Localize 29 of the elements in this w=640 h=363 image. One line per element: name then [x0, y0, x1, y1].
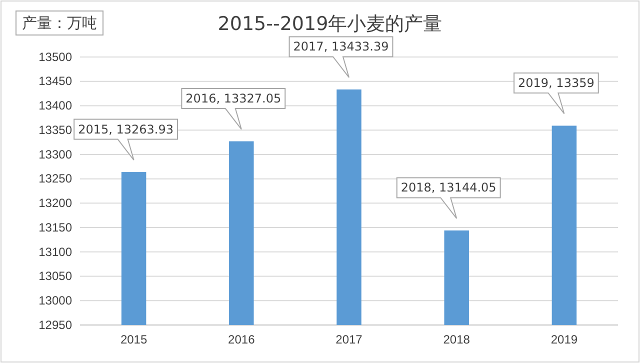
x-tick-label: 2019 [550, 332, 578, 347]
y-tick-label: 13250 [38, 172, 72, 186]
y-tick-label: 13100 [38, 244, 72, 259]
data-label: 2017, 13433.39 [293, 40, 389, 54]
y-tick-label: 13300 [38, 147, 72, 162]
y-tick-label: 13450 [38, 74, 72, 88]
y-tick-label: 12950 [38, 318, 72, 332]
callout-box: 2018, 13144.05 [396, 177, 501, 219]
x-tick-label: 2018 [443, 332, 470, 347]
data-label: 2018, 13144.05 [400, 180, 496, 195]
callout-box: 2016, 13327.05 [181, 88, 286, 130]
chart-title: 2015--2019年小麦的产量 [218, 13, 442, 35]
x-tick-label: 2017 [336, 332, 363, 347]
callout-box: 2019, 13359 [514, 72, 599, 114]
callout-box: 2017, 13433.39 [288, 36, 394, 78]
y-tick-label: 13500 [38, 50, 72, 64]
y-axis-title: 产量：万吨 [22, 14, 97, 32]
y-tick-label: 13200 [38, 196, 72, 210]
data-label: 2016, 13327.05 [186, 92, 282, 106]
callout-box: 2015, 13263.93 [74, 118, 178, 161]
x-tick-label: 2016 [228, 332, 256, 347]
y-tick-label: 13150 [38, 220, 72, 234]
x-tick-label: 2015 [120, 332, 148, 347]
y-tick-label: 13050 [38, 269, 72, 284]
data-label: 2019, 13359 [518, 76, 594, 90]
y-tick-label: 13400 [38, 98, 72, 113]
y-tick-label: 13000 [38, 293, 72, 308]
data-label: 2015, 13263.93 [78, 122, 174, 136]
y-tick-label: 13350 [38, 122, 72, 137]
